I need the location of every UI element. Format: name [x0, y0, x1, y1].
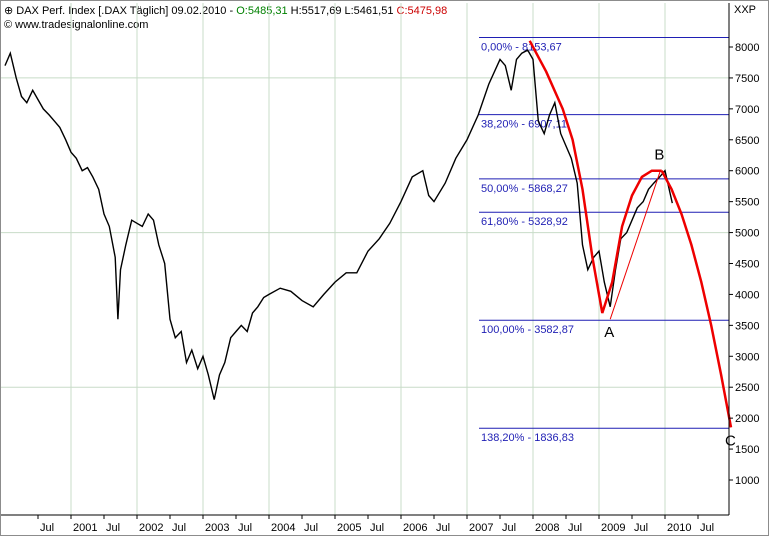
x-tick-label: 2008 — [535, 522, 559, 534]
x-tick-label: 2003 — [205, 522, 229, 534]
y-tick-label: 4500 — [735, 259, 759, 271]
x-tick-label: Jul — [502, 522, 516, 534]
x-tick-label: Jul — [700, 522, 714, 534]
x-tick-label: 2004 — [271, 522, 295, 534]
y-tick-label: 6000 — [735, 166, 759, 178]
price-line — [4, 49, 673, 400]
x-tick-label: 2001 — [73, 522, 97, 534]
y-tick-label: 1500 — [735, 444, 759, 456]
grid-lines — [1, 3, 729, 515]
x-tick-label: Jul — [106, 522, 120, 534]
y-tick-label: 5500 — [735, 197, 759, 209]
x-tick-label: Jul — [40, 522, 54, 534]
currency-label: XXP — [733, 4, 756, 16]
fib-label: 0,00% - 8153,67 — [481, 41, 562, 53]
x-tick-label: 2010 — [667, 522, 691, 534]
y-axis: 1000 1500 2000 2500 3000 3500 4000 4500 5000 5500… — [728, 3, 759, 515]
y-tick-label: 8000 — [735, 42, 759, 54]
x-tick-label: Jul — [238, 522, 252, 534]
projection — [528, 40, 733, 428]
x-tick-label: Jul — [172, 522, 186, 534]
price-series — [4, 49, 673, 400]
fib-label: 100,00% - 3582,87 — [481, 324, 574, 336]
x-tick-label: 2005 — [337, 522, 361, 534]
x-axis: Jul 2001 Jul 2002 Jul 2003 Jul 2004 Jul 2005 Jul 20… — [1, 514, 729, 534]
copyright-text: © www.tradesignalonline.com — [4, 19, 149, 31]
fib-label: 50,00% - 5868,27 — [481, 183, 568, 195]
high-value: H:5517,69 — [290, 5, 342, 17]
fib-label: 61,80% - 5328,92 — [481, 216, 568, 228]
x-tick-label: Jul — [370, 522, 384, 534]
y-tick-label: 3500 — [735, 320, 759, 332]
x-tick-label: 2006 — [403, 522, 427, 534]
quote-date: 09.02.2010 — [171, 5, 227, 17]
y-tick-label: 3000 — [735, 351, 759, 363]
instrument-header: ⊕ DAX Perf. Index [.DAX Täglich] 09.02.2… — [4, 5, 448, 17]
y-tick-label: 6500 — [735, 135, 759, 147]
y-tick-label: 7000 — [735, 104, 759, 116]
x-tick-label: Jul — [634, 522, 648, 534]
y-tick-label: 2000 — [735, 413, 759, 425]
fibonacci-levels: 0,00% - 8153,67 38,20% - 6907,11 50,00% - … — [479, 36, 729, 444]
y-tick-label: 2500 — [735, 382, 759, 394]
fib-label: 138,20% - 1836,83 — [481, 432, 574, 444]
wave-point-a: A — [604, 324, 614, 341]
fib-label: 38,20% - 6907,11 — [481, 119, 567, 131]
wave-points: A B C — [604, 147, 736, 450]
close-value: C:5475,98 — [396, 5, 448, 17]
y-tick-label: 7500 — [735, 73, 759, 85]
projection-to-c — [660, 170, 733, 428]
y-tick-label: 5000 — [735, 228, 759, 240]
x-tick-label: 2009 — [601, 522, 625, 534]
x-tick-label: Jul — [436, 522, 450, 534]
x-tick-label: Jul — [304, 522, 318, 534]
ab-line — [609, 170, 661, 320]
x-tick-label: 2002 — [139, 522, 163, 534]
crosshair-icon[interactable]: ⊕ — [4, 5, 14, 17]
wave-point-b: B — [654, 147, 664, 164]
wave-point-c: C — [725, 432, 736, 449]
projection-curve — [528, 40, 662, 314]
open-value: O:5485,31 — [236, 5, 288, 17]
x-tick-label: Jul — [568, 522, 582, 534]
low-value: L:5461,51 — [344, 5, 394, 17]
x-tick-label: 2007 — [469, 522, 493, 534]
y-tick-label: 1000 — [735, 475, 759, 487]
y-tick-label: 4000 — [735, 289, 759, 301]
instrument-name: DAX Perf. Index [.DAX Täglich] — [16, 5, 169, 17]
